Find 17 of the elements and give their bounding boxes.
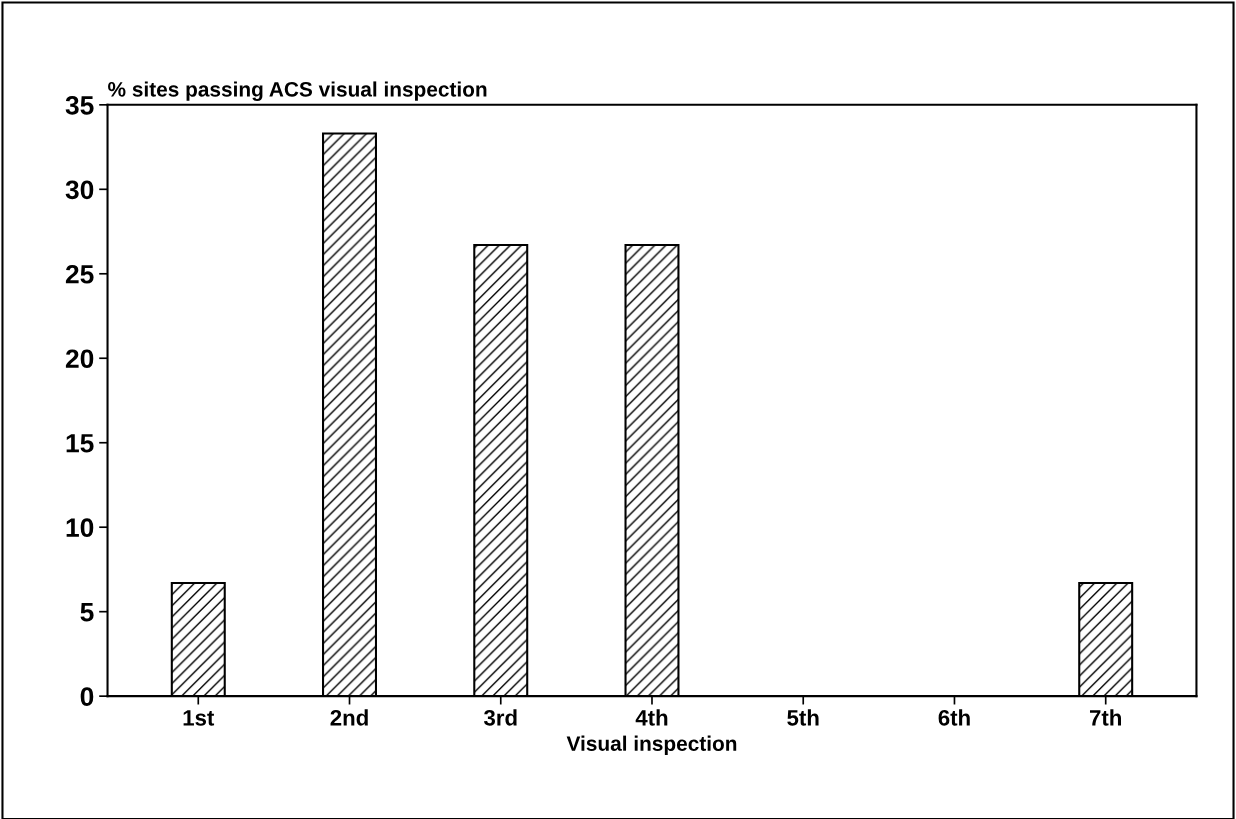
y-tick-label: 35 <box>65 95 94 115</box>
y-tick-label: 0 <box>80 687 94 706</box>
y-tick-label: 15 <box>66 434 94 453</box>
y-tick-label: 10 <box>66 518 94 538</box>
chart-title: % sites passing ACS visual inspection <box>108 81 487 101</box>
y-tick-label: 25 <box>65 264 94 284</box>
x-tick-label: 7th <box>1089 709 1121 726</box>
x-tick-label: 1st <box>183 710 215 726</box>
x-tick-label: 6th <box>938 709 970 726</box>
x-tick-label: 2nd <box>330 709 368 726</box>
y-tick-label: 30 <box>65 180 94 200</box>
y-tick-label: 5 <box>80 603 94 622</box>
x-tick-label: 5th <box>787 709 819 726</box>
x-axis-title: Visual inspection <box>566 735 737 756</box>
x-tick-label: 4th <box>635 709 668 726</box>
x-tick-label: 3rd <box>483 709 517 726</box>
y-tick-label: 20 <box>65 349 94 369</box>
